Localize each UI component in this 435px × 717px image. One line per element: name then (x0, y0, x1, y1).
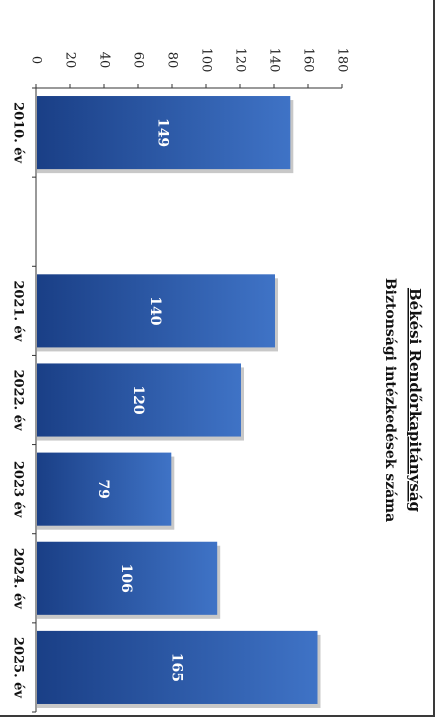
value-tick-label: 20 (63, 52, 78, 69)
category-label: 2021. év (11, 280, 26, 342)
category-label: 2023 év (11, 461, 26, 518)
bar (37, 274, 275, 348)
data-label: 120 (130, 385, 146, 414)
value-tick-label: 140 (267, 48, 282, 73)
data-label: 79 (95, 479, 111, 498)
category-label: 2010. év (11, 102, 26, 164)
value-tick-label: 160 (301, 48, 316, 73)
category-label: 2024. év (11, 548, 26, 610)
value-tick-label: 100 (199, 48, 214, 73)
data-label: 140 (147, 296, 163, 325)
value-tick-label: 120 (233, 48, 248, 73)
value-tick-label: 40 (97, 52, 112, 69)
bar (37, 452, 172, 526)
category-label: 2025. év (11, 637, 26, 699)
category-label: 2022. év (11, 369, 26, 431)
value-tick-label: 60 (131, 52, 146, 69)
bar (37, 541, 218, 615)
data-label: 106 (118, 564, 134, 593)
data-label: 165 (168, 653, 184, 682)
bar (37, 96, 291, 170)
bar (37, 630, 318, 704)
bar (37, 363, 241, 437)
data-label: 149 (155, 118, 171, 147)
chart-title: Békési Rendőrkapitányság (406, 288, 424, 513)
value-tick-label: 80 (165, 52, 180, 69)
value-tick-label: 0 (29, 56, 44, 64)
value-tick-label: 180 (335, 48, 350, 73)
chart-subtitle: Biztonsági intézkedések száma (382, 278, 398, 522)
